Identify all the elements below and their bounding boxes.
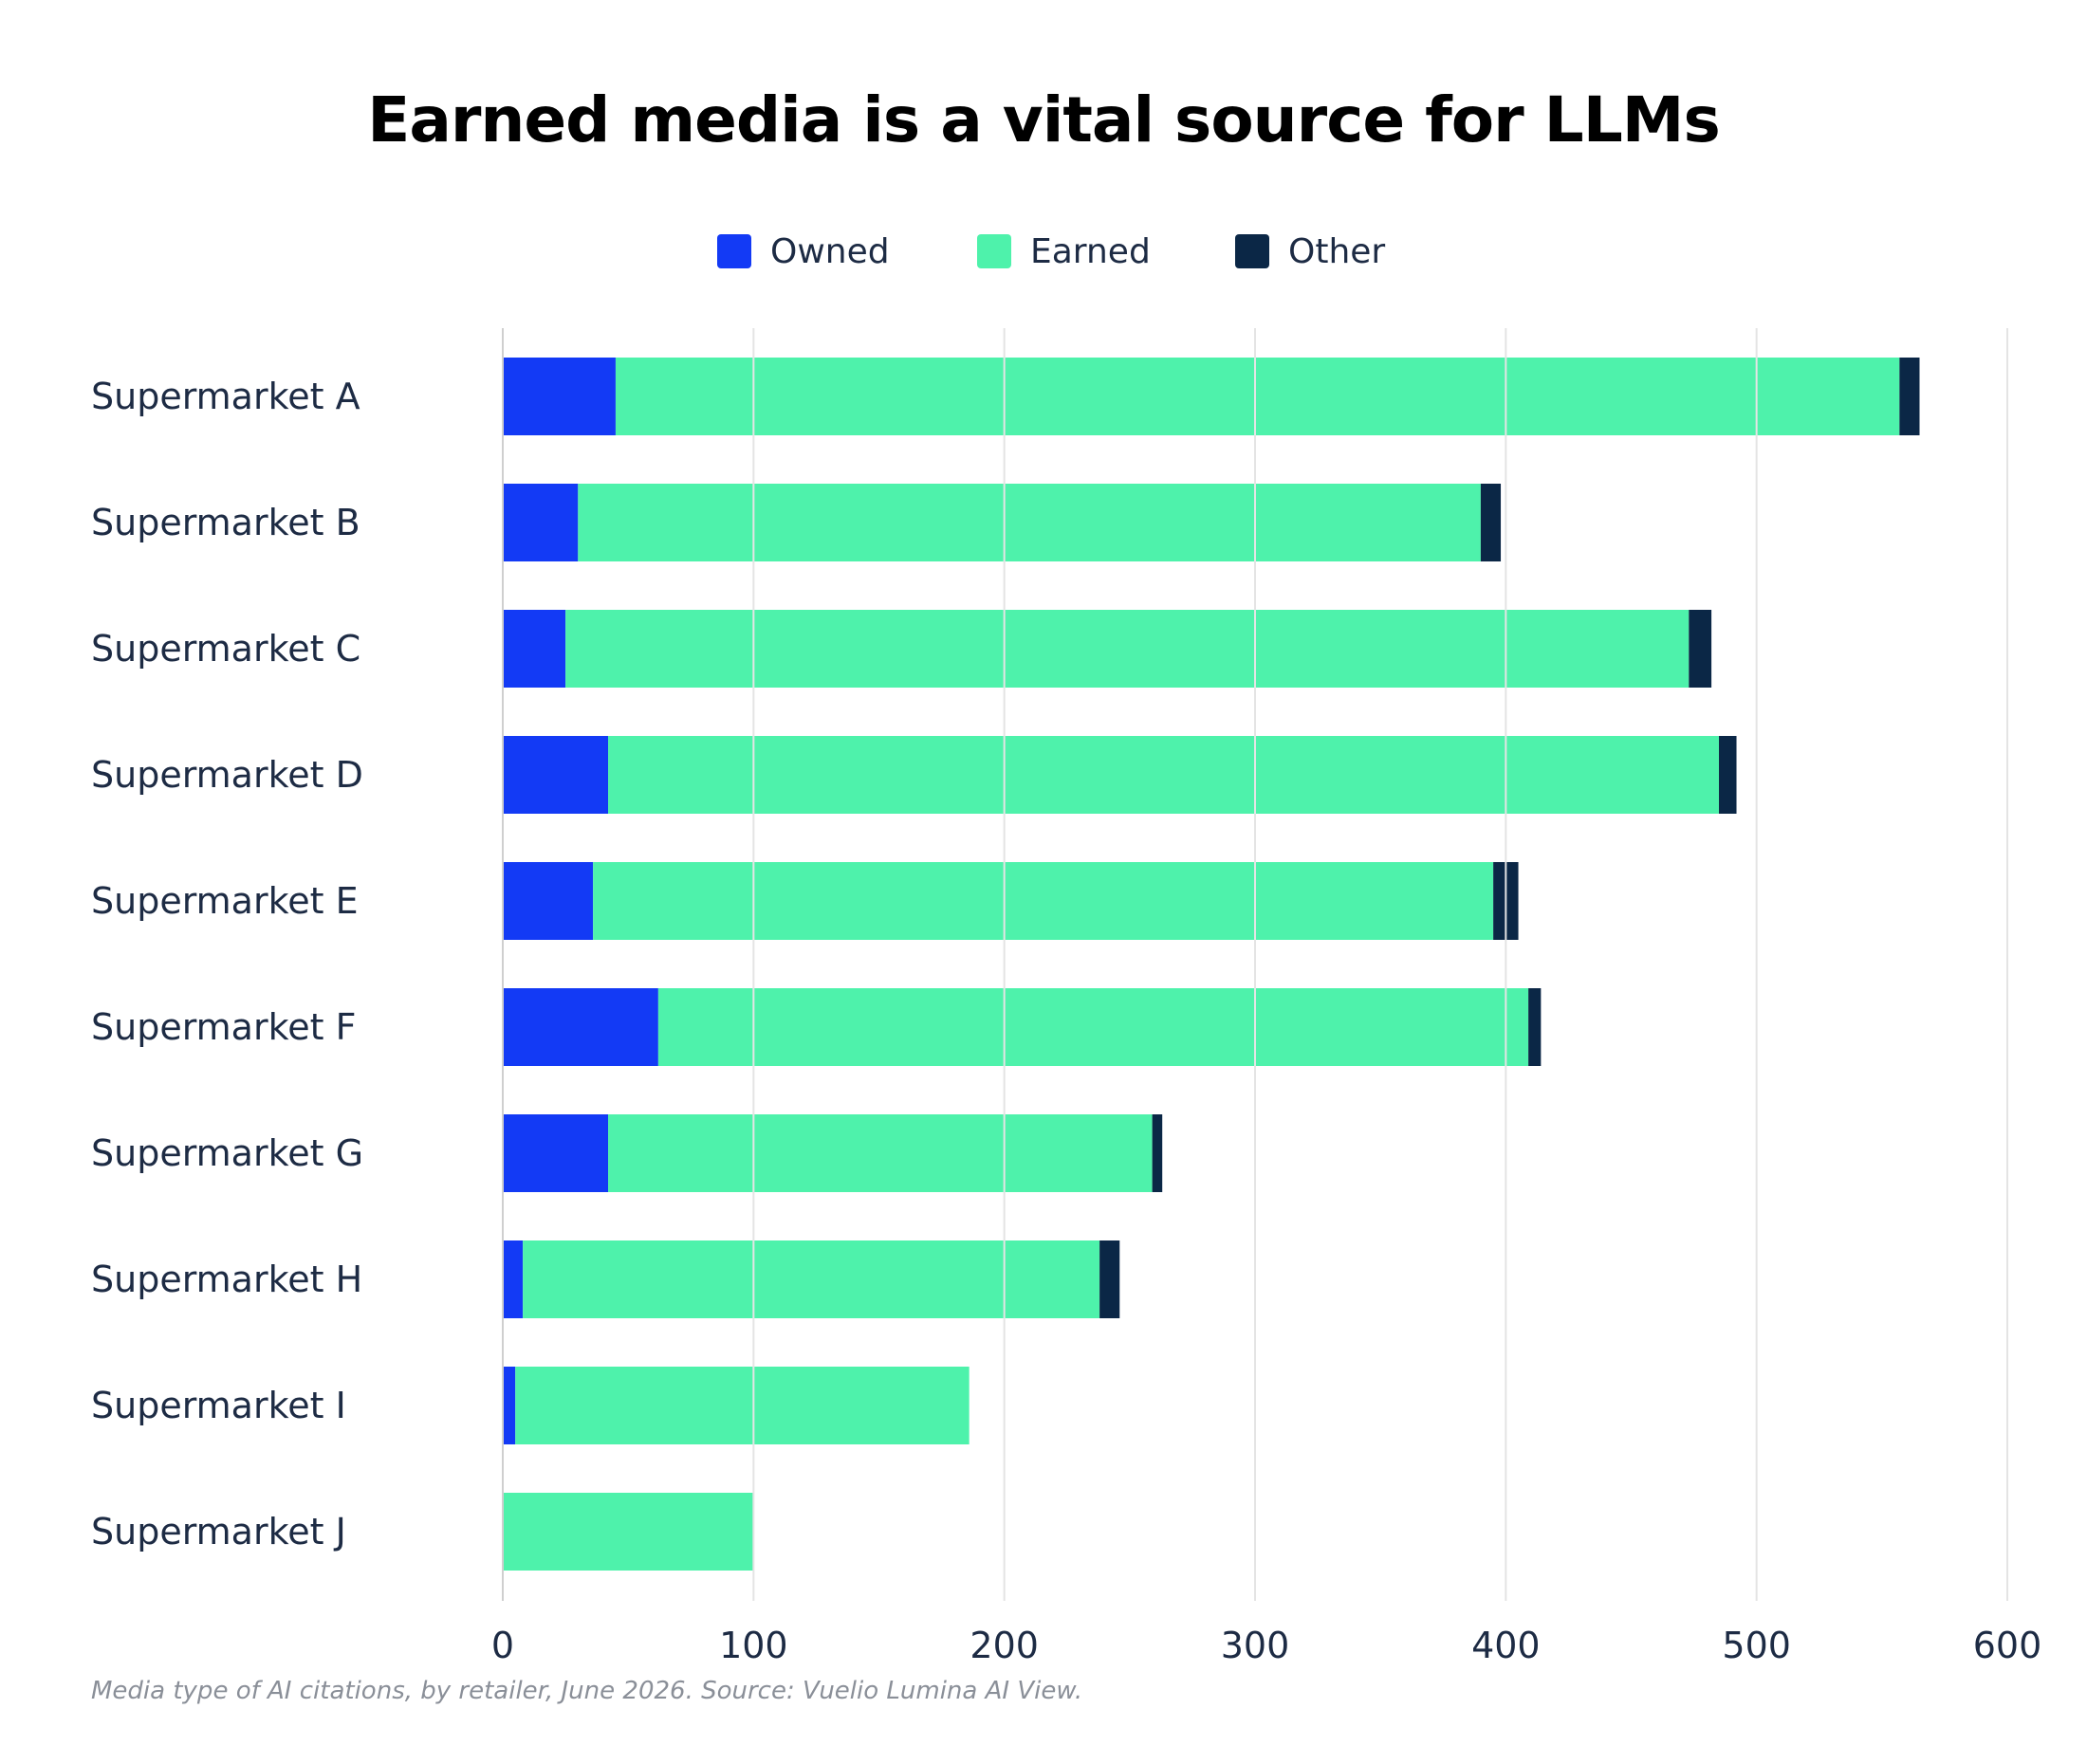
bar-earned-10 [503,1493,754,1571]
bar-other-7 [1152,1114,1163,1192]
legend-label-earned: Earned [1030,231,1151,271]
bar-earned-4 [608,736,1720,814]
category-label: Supermarket D [91,754,363,796]
bar-owned-8 [503,1240,524,1318]
legend-swatch-other [1235,234,1269,268]
bar-owned-9 [503,1367,516,1444]
bar-owned-4 [503,736,609,814]
bar-earned-9 [515,1367,970,1444]
bar-earned-3 [565,610,1690,688]
x-tick-label: 100 [719,1625,788,1666]
x-tick-label: 500 [1722,1625,1791,1666]
bar-owned-5 [503,862,594,940]
x-tick-label: 600 [1973,1625,2042,1666]
bar-other-2 [1480,484,1502,561]
bar-owned-1 [503,358,616,435]
bar-earned-1 [615,358,1900,435]
category-label: Supermarket G [91,1132,363,1174]
x-tick-label: 400 [1471,1625,1541,1666]
chart-legend: Owned Earned Other [0,228,2087,275]
x-tick-label: 0 [491,1625,514,1666]
chart-title: Earned media is a vital source for LLMs [367,83,1720,156]
legend-swatch-earned [977,234,1011,268]
bar-owned-3 [503,610,566,688]
legend-item-owned: Owned [717,228,890,275]
bar-owned-7 [503,1114,609,1192]
x-tick-label: 300 [1221,1625,1290,1666]
category-label: Supermarket C [91,628,360,670]
category-label: Supermarket E [91,880,359,922]
bar-earned-7 [608,1114,1153,1192]
legend-swatch-owned [717,234,751,268]
x-tick-label: 200 [970,1625,1039,1666]
bar-other-8 [1099,1240,1120,1318]
bar-owned-2 [503,484,579,561]
category-label: Supermarket B [91,502,360,543]
bar-other-4 [1719,736,1737,814]
bar-other-6 [1528,988,1542,1066]
legend-label-other: Other [1288,231,1386,271]
bar-earned-2 [578,484,1481,561]
bar-earned-6 [657,988,1529,1066]
category-label: Supermarket H [91,1259,362,1300]
legend-item-other: Other [1235,228,1385,275]
bar-owned-6 [503,988,658,1066]
bar-other-3 [1689,610,1712,688]
legend-label-owned: Owned [770,231,890,271]
category-label: Supermarket J [91,1511,346,1553]
bar-other-1 [1899,358,1920,435]
chart-footnote: Media type of AI citations, by retailer,… [91,1677,1083,1705]
bar-earned-8 [523,1240,1100,1318]
category-label: Supermarket A [91,376,360,417]
bar-earned-5 [593,862,1494,940]
category-label: Supermarket F [91,1006,356,1048]
category-label: Supermarket I [91,1385,346,1426]
legend-item-earned: Earned [977,228,1151,275]
